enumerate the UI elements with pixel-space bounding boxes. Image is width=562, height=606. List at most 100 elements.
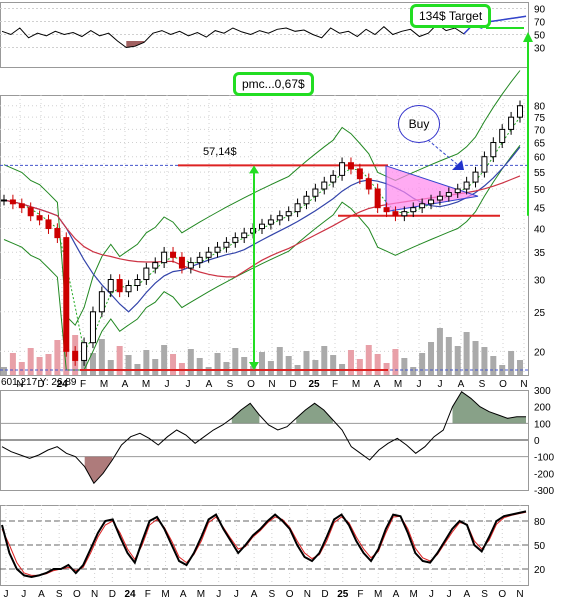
price-tick-20: 20: [534, 347, 546, 358]
stoch-xlabel-3: S: [56, 589, 63, 600]
stoch-xlabel-24: J: [429, 589, 434, 600]
price-candle: [232, 232, 239, 248]
cci-tick--100: -100: [534, 453, 554, 464]
buy-arrow: [427, 139, 459, 166]
price-tick-35: 35: [534, 248, 546, 259]
price-candle: [72, 346, 79, 366]
candle-body: [294, 203, 301, 213]
volume-bar: [36, 357, 43, 375]
price-tick-50: 50: [534, 185, 546, 196]
price-candle: [454, 183, 461, 198]
panel-frame-price: [0, 95, 529, 376]
stoch-xlabel-28: O: [498, 589, 506, 600]
candle-body: [161, 251, 168, 264]
stoch-xlabel-1: J: [21, 589, 26, 600]
price-xlabel-5: A: [122, 379, 129, 390]
volume-bar: [410, 367, 417, 375]
price-candle: [276, 210, 283, 226]
candle-body: [321, 181, 328, 190]
candle-body: [392, 211, 399, 217]
volume-bar: [259, 352, 265, 375]
candle-body: [196, 256, 203, 264]
price-candle: [330, 170, 337, 188]
volume-bar: [303, 351, 310, 375]
stoch-xlabel-20: F: [357, 589, 363, 600]
stoch-xlabel-11: M: [197, 589, 205, 600]
price-xlabel-22: S: [479, 379, 486, 390]
price-tick-75: 75: [534, 113, 546, 124]
volume-bar: [383, 363, 390, 375]
price-candle: [356, 163, 363, 185]
volume-bar: [285, 356, 292, 375]
price-candle: [517, 100, 523, 123]
level-annotation: 57,14$: [203, 146, 237, 158]
cci-line: [1, 390, 526, 485]
candle-body: [259, 223, 265, 230]
cci-tick--200: -200: [534, 469, 554, 480]
measure-arrow-head-down: [249, 362, 259, 371]
price-xlabel-13: D: [289, 379, 296, 390]
candle-body: [63, 237, 70, 352]
price-xlabel-1: D: [37, 379, 44, 390]
price-candle: [205, 246, 212, 263]
price-xlabel-3: F: [80, 379, 86, 390]
price-candle: [321, 176, 328, 195]
stoch-xlabel-14: A: [251, 589, 258, 600]
volume-bar: [330, 355, 337, 375]
price-candle: [125, 280, 132, 298]
top-tick-90: 90: [534, 5, 546, 16]
candle-body: [463, 181, 470, 190]
candle-body: [45, 219, 52, 230]
candle-body: [374, 188, 381, 209]
price-candle: [27, 202, 34, 222]
stoch-xlabel-7: 24: [125, 589, 137, 600]
price-xlabel-8: J: [186, 379, 191, 390]
candle-body: [436, 195, 443, 201]
pmc-annotation: pmc...0,67$: [233, 72, 314, 96]
price-candle: [303, 191, 310, 210]
target-annotation: 134$ Target: [410, 4, 492, 28]
price-tick-45: 45: [534, 204, 546, 215]
candle-body: [143, 267, 150, 281]
cci-overbought-fill: [452, 391, 526, 424]
price-candle: [18, 198, 25, 214]
buy-arrow-head: [452, 160, 464, 170]
price-candle: [89, 306, 96, 349]
candle-body: [490, 142, 497, 158]
price-candle: [347, 157, 354, 175]
price-candle: [267, 214, 274, 230]
volume-bar: [365, 345, 372, 375]
stoch-xlabel-18: D: [321, 589, 328, 600]
price-candle: [428, 194, 435, 210]
volume-bar: [161, 345, 168, 375]
volume-bar: [419, 353, 426, 375]
volume-bar: [428, 342, 435, 375]
volume-bar: [517, 360, 523, 375]
volume-bar: [116, 346, 123, 375]
candle-body: [454, 188, 461, 194]
stoch-tick-20: 20: [534, 565, 546, 576]
volume-bar: [356, 359, 363, 375]
stoch-tick-50: 50: [534, 541, 546, 552]
price-candle: [463, 176, 470, 195]
price-candle: [401, 206, 408, 222]
candle-body: [98, 291, 105, 313]
candle-body: [214, 246, 221, 253]
price-tick-55: 55: [534, 168, 546, 179]
candle-body: [517, 105, 523, 118]
cci-tick-100: 100: [534, 419, 551, 430]
stoch-xlabel-12: J: [216, 589, 221, 600]
volume-bar: [45, 354, 52, 375]
volume-bar: [241, 357, 248, 375]
price-xlabel-2: 24: [56, 379, 68, 390]
price-xlabel-23: O: [499, 379, 507, 390]
price-xlabel-7: J: [165, 379, 170, 390]
top-tick-50: 50: [534, 31, 546, 42]
price-candle: [116, 274, 123, 298]
stoch-xlabel-9: M: [161, 589, 169, 600]
cursor-readout: 601,217 Y: 26.89: [1, 377, 77, 388]
volume-bar: [63, 349, 70, 375]
price-xlabel-0: N: [16, 379, 23, 390]
volume-bar: [463, 332, 470, 375]
